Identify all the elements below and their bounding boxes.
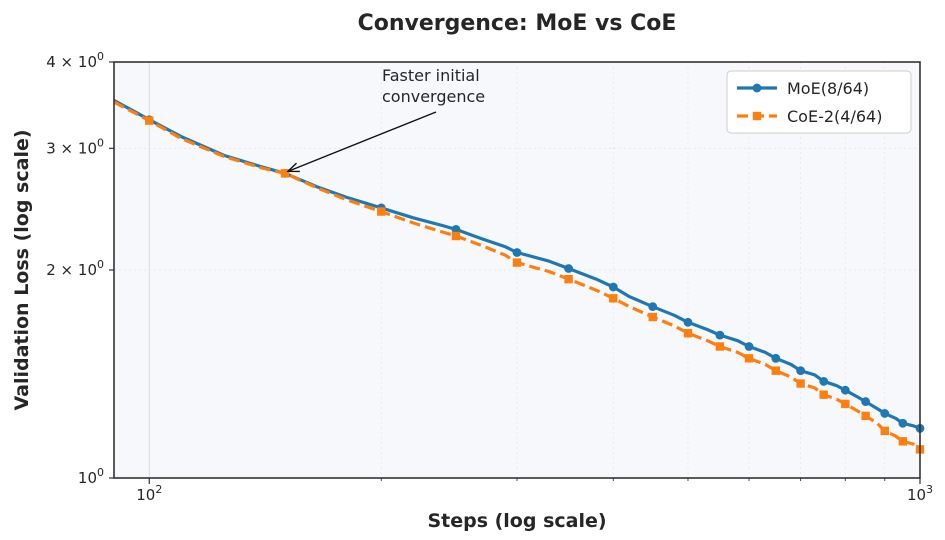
series-line <box>113 100 921 451</box>
data-point <box>451 231 461 241</box>
data-point <box>564 264 573 273</box>
data-point <box>715 342 725 351</box>
annotation-arrow-line <box>287 111 437 172</box>
legend-label: MoE(8/64) <box>787 79 869 98</box>
data-point <box>840 385 850 395</box>
annotation-arrow-head <box>286 162 300 173</box>
legend-label: CoE-2(4/64) <box>787 107 882 126</box>
data-point <box>280 169 290 178</box>
data-point <box>512 248 522 257</box>
data-point <box>512 258 522 267</box>
data-point <box>861 397 871 406</box>
data-point <box>609 294 618 303</box>
legend-marker <box>752 83 762 93</box>
data-point <box>861 411 870 421</box>
data-point <box>796 379 805 388</box>
x-tick-label: 102 <box>136 483 162 504</box>
data-point <box>648 312 657 322</box>
x-tick-label: 103 <box>907 483 933 504</box>
legend: MoE(8/64) CoE-2(4/64) <box>726 70 912 134</box>
data-point <box>744 354 754 363</box>
data-point <box>608 282 618 292</box>
annotation-text: Faster initial <box>382 66 480 85</box>
series-line <box>113 98 921 430</box>
data-point <box>771 366 781 375</box>
y-tick-label: 3 × 100 <box>46 136 104 157</box>
annotation-text: convergence <box>382 87 485 106</box>
data-point <box>683 329 693 338</box>
data-point <box>880 426 889 436</box>
data-point <box>451 224 461 234</box>
data-point <box>819 376 829 386</box>
data-point <box>898 418 908 428</box>
data-point <box>715 330 725 340</box>
y-axis-label: Validation Loss (log scale) <box>11 129 33 410</box>
chart-title: Convergence: MoE vs CoE <box>358 11 677 36</box>
data-point <box>819 390 828 399</box>
data-point <box>648 302 658 312</box>
data-point <box>796 366 806 376</box>
data-point <box>744 342 754 351</box>
series-2 <box>113 100 925 454</box>
data-point <box>841 399 850 409</box>
series-layer <box>113 98 925 454</box>
axis-ticks: 102 103 100 2 × 100 3 × 100 4 × 100 <box>46 50 933 504</box>
y-tick-label: 100 <box>78 466 104 487</box>
data-point <box>683 317 693 327</box>
data-point <box>377 207 386 216</box>
y-tick-label: 2 × 100 <box>46 258 104 279</box>
legend-marker <box>752 111 762 121</box>
data-point <box>880 409 890 418</box>
data-point <box>898 437 908 446</box>
y-tick-label: 4 × 100 <box>46 50 104 71</box>
data-point <box>564 274 573 284</box>
data-point <box>771 353 781 363</box>
data-point <box>145 116 154 125</box>
x-axis-label: Steps (log scale) <box>427 510 606 532</box>
annotation: Faster initial convergence <box>286 66 485 173</box>
